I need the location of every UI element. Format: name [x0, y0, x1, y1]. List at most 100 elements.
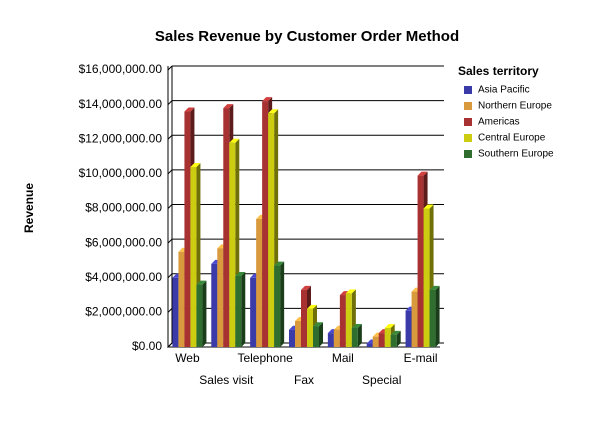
- bar: [289, 329, 295, 347]
- bar-top: [423, 204, 434, 209]
- bar: [256, 218, 263, 347]
- legend-label: Americas: [478, 117, 520, 128]
- bar-top: [429, 285, 440, 290]
- bar-top: [235, 272, 246, 277]
- bar: [351, 327, 358, 347]
- bar: [405, 310, 412, 347]
- bar: [327, 333, 334, 347]
- bar: [345, 293, 352, 347]
- bar: [217, 248, 224, 347]
- bar: [172, 277, 179, 347]
- y-tick-label: $8,000,000.00: [85, 201, 162, 215]
- bar: [307, 308, 313, 347]
- bar-top: [351, 323, 362, 328]
- bar: [384, 327, 391, 347]
- y-tick-label: $10,000,000.00: [79, 166, 163, 180]
- bar: [423, 208, 430, 347]
- legend-swatch: [464, 118, 472, 126]
- bar: [184, 111, 191, 347]
- grid-line: [167, 342, 173, 348]
- grid-line: [167, 238, 173, 244]
- x-tick-label: Special: [362, 373, 401, 387]
- legend-swatch: [464, 150, 472, 158]
- bar-top: [307, 304, 317, 309]
- bar: [223, 108, 230, 348]
- bar: [417, 175, 424, 347]
- bar-top: [223, 104, 234, 109]
- bar-top: [384, 323, 395, 328]
- bar-top: [390, 330, 401, 335]
- grid-line: [167, 100, 173, 105]
- legend-label: Northern Europe: [478, 101, 552, 112]
- bar-side: [202, 280, 207, 347]
- legend-title: Sales territory: [458, 64, 539, 78]
- bar-side: [319, 322, 323, 347]
- bar: [229, 142, 236, 347]
- bar: [295, 321, 301, 347]
- bar-top: [345, 289, 356, 294]
- y-tick-label: $12,000,000.00: [79, 131, 163, 145]
- bar: [190, 166, 197, 347]
- x-tick-label: Fax: [294, 373, 314, 387]
- y-axis-title: Revenue: [22, 183, 36, 233]
- bar-side: [280, 261, 285, 347]
- legend-swatch: [464, 102, 472, 110]
- legend-label: Asia Pacific: [478, 85, 530, 96]
- bar-side: [396, 330, 401, 347]
- legend-swatch: [464, 134, 472, 142]
- bar: [372, 336, 379, 347]
- y-tick-label: $4,000,000.00: [85, 270, 162, 284]
- grid-line: [167, 204, 173, 209]
- bar-top: [262, 97, 273, 102]
- bar-side: [241, 272, 246, 347]
- grid-line: [167, 273, 173, 279]
- bar: [262, 101, 269, 347]
- y-tick-label: $6,000,000.00: [85, 235, 162, 249]
- bar: [378, 333, 385, 347]
- bar-top: [196, 280, 207, 285]
- legend-label: Central Europe: [478, 133, 546, 144]
- bar-top: [190, 162, 201, 167]
- legend-swatch: [464, 86, 472, 94]
- bar: [411, 291, 418, 347]
- grid-line: [167, 308, 173, 313]
- bar: [274, 265, 281, 347]
- bar: [301, 289, 307, 347]
- y-tick-label: $16,000,000.00: [79, 62, 163, 76]
- x-tick-label: Mail: [332, 351, 354, 365]
- bar-top: [229, 138, 240, 143]
- grid-line: [167, 169, 173, 175]
- bar: [366, 343, 373, 347]
- bar: [196, 284, 203, 347]
- bar-side: [357, 323, 362, 347]
- y-tick-label: $2,000,000.00: [85, 305, 162, 319]
- bar: [333, 329, 340, 347]
- bar: [235, 276, 242, 347]
- legend-label: Southern Europe: [478, 149, 554, 160]
- x-tick-label: Telephone: [237, 351, 293, 365]
- bar: [268, 113, 275, 347]
- y-tick-label: $14,000,000.00: [79, 97, 163, 111]
- bar-top: [301, 285, 311, 290]
- bar-top: [184, 107, 195, 112]
- bar-top: [274, 261, 285, 266]
- bar: [178, 251, 185, 347]
- grid-line: [167, 134, 173, 140]
- bar: [250, 277, 257, 347]
- bar: [211, 263, 218, 347]
- bar: [313, 326, 319, 347]
- x-tick-label: Web: [175, 351, 200, 365]
- grid-line: [167, 65, 173, 71]
- x-tick-label: E-mail: [404, 351, 438, 365]
- bar-top: [417, 171, 428, 176]
- bar-top: [268, 109, 279, 114]
- bar: [390, 334, 397, 347]
- bar: [339, 295, 346, 347]
- bar-top: [313, 322, 323, 327]
- bar: [429, 289, 436, 347]
- chart-title: Sales Revenue by Customer Order Method: [155, 28, 459, 45]
- bar-side: [435, 285, 440, 347]
- x-tick-label: Sales visit: [199, 373, 254, 387]
- y-tick-label: $0.00: [132, 339, 162, 353]
